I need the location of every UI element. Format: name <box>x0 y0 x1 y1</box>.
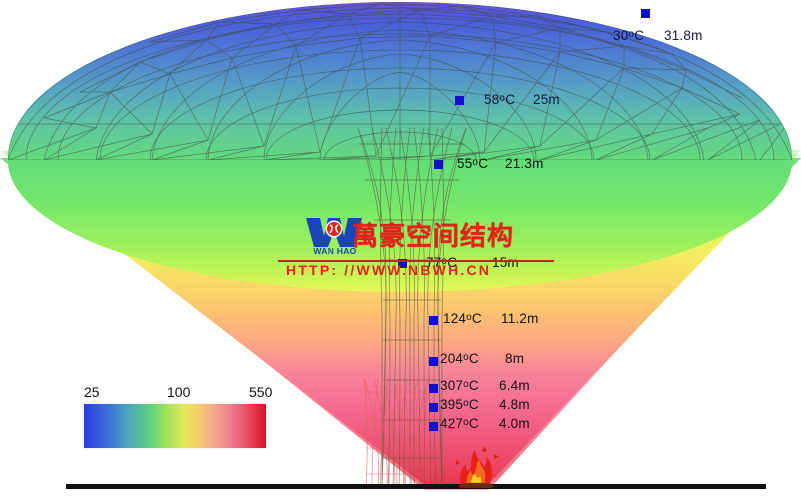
temperature-colorbar <box>84 404 266 448</box>
probe-height-label: 8m <box>505 351 525 366</box>
wanhao-logo-icon <box>306 218 362 247</box>
probe-height-label: 4.0m <box>499 416 530 431</box>
probe-temperature-label: 55oC <box>457 156 489 171</box>
legend-tick-max: 550 <box>249 384 273 400</box>
probe-marker <box>429 403 438 412</box>
probe-height-label: 6.4m <box>499 378 530 393</box>
probe-temperature-label: 204oC <box>440 351 479 366</box>
probe-height-label: 4.8m <box>499 397 530 412</box>
probe-height-label: 11.2m <box>501 311 539 326</box>
probe-height-label: 21.3m <box>505 156 544 171</box>
probe-height-label: 25m <box>533 92 560 107</box>
probe-marker <box>429 316 438 325</box>
watermark-url: HTTP: //WWW.NBWH.CN <box>286 262 492 278</box>
probe-temperature-label: 58oC <box>484 92 516 107</box>
probe-temperature-label: 30oC <box>613 28 645 43</box>
probe-height-label: 15m <box>492 255 519 270</box>
dome-cap-field <box>8 2 792 160</box>
legend-tick-mid: 100 <box>167 384 191 400</box>
probe-marker <box>429 357 438 366</box>
probe-height-label: 31.8m <box>664 28 703 43</box>
probe-temperature-label: 427oC <box>440 416 479 431</box>
probe-marker <box>641 9 650 18</box>
probe-marker <box>398 259 407 268</box>
probe-marker <box>429 384 438 393</box>
probe-marker <box>455 96 464 105</box>
probe-temperature-label: 307oC <box>440 378 479 393</box>
watermark: WAN HAO 萬豪空间结构 HTTP: //WWW.NBWH.CN <box>278 212 554 278</box>
probe-marker <box>429 422 438 431</box>
probe-temperature-label: 395oC <box>440 397 479 412</box>
legend-tick-min: 25 <box>84 384 100 400</box>
probe-temperature-label: 124oC <box>443 311 482 326</box>
probe-marker <box>434 160 443 169</box>
watermark-company-name: 萬豪空间结构 <box>352 221 515 251</box>
watermark-rule <box>278 260 554 262</box>
fire-source-icon <box>456 446 499 488</box>
ground-line <box>66 484 766 489</box>
wanhao-logo-text: WAN HAO <box>313 246 357 256</box>
